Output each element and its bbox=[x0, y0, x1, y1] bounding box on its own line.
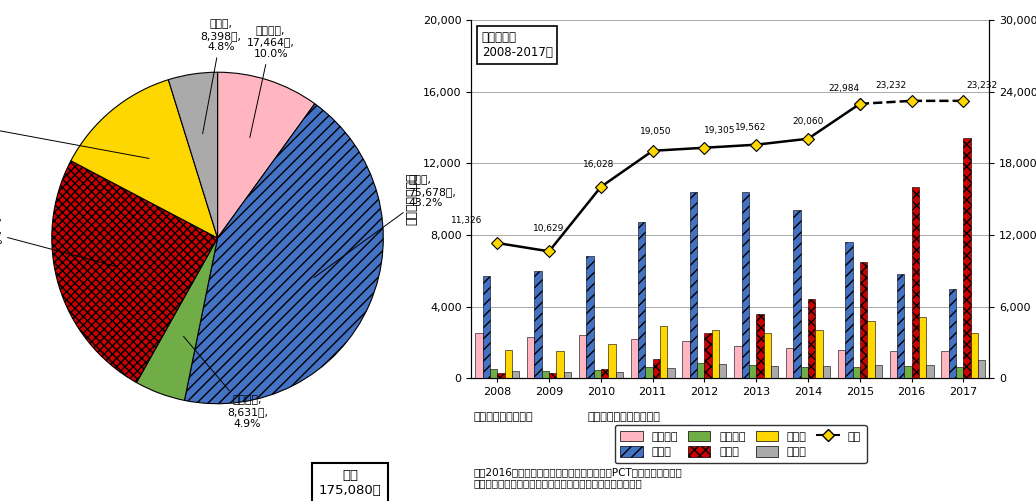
Text: 20,060: 20,060 bbox=[793, 117, 824, 126]
Bar bbox=[505, 350, 512, 378]
Bar bbox=[564, 372, 571, 378]
Bar bbox=[815, 330, 823, 378]
Bar bbox=[542, 371, 549, 378]
Text: 中国籍,
43,041件,
24.6%: 中国籍, 43,041件, 24.6% bbox=[0, 213, 116, 267]
Bar bbox=[867, 321, 874, 378]
Bar bbox=[963, 138, 971, 378]
Bar bbox=[527, 337, 535, 378]
Bar bbox=[874, 365, 882, 378]
Bar bbox=[704, 334, 712, 378]
Bar bbox=[549, 373, 556, 378]
Bar bbox=[823, 366, 830, 378]
Bar bbox=[786, 348, 794, 378]
Text: 出願年（優先権主張年）: 出願年（優先権主張年） bbox=[587, 412, 660, 422]
Bar bbox=[719, 364, 726, 378]
Bar bbox=[631, 339, 638, 378]
Wedge shape bbox=[70, 80, 218, 238]
Text: その他,
8,398件,
4.8%: その他, 8,398件, 4.8% bbox=[200, 19, 241, 134]
Bar bbox=[638, 222, 645, 378]
Text: 11,326: 11,326 bbox=[451, 216, 482, 225]
Bar bbox=[949, 289, 956, 378]
Bar bbox=[735, 346, 742, 378]
Legend: 日本国籍, 米国籍, 欧州国籍, 中国籍, 韓国籍, その他, 合計: 日本国籍, 米国籍, 欧州国籍, 中国籍, 韓国籍, その他, 合計 bbox=[615, 425, 866, 463]
Bar bbox=[615, 372, 623, 378]
Bar bbox=[749, 365, 756, 378]
Y-axis label: ファミリー件数: ファミリー件数 bbox=[406, 173, 419, 225]
Bar bbox=[890, 351, 897, 378]
Text: 23,232: 23,232 bbox=[966, 81, 998, 90]
Text: 注）2016年以降はデータベース収録の遅れ、PCT出願の各国移行の
　　ずれ等で全出願データを反映していない可能性がある。: 注）2016年以降はデータベース収録の遅れ、PCT出願の各国移行の ずれ等で全出… bbox=[473, 467, 682, 488]
Bar bbox=[608, 344, 615, 378]
Bar bbox=[919, 317, 926, 378]
Wedge shape bbox=[184, 104, 383, 404]
Bar bbox=[601, 369, 608, 378]
Bar bbox=[845, 242, 853, 378]
Bar bbox=[483, 276, 490, 378]
Bar bbox=[971, 334, 978, 378]
Bar bbox=[742, 192, 749, 378]
Wedge shape bbox=[218, 72, 315, 238]
Wedge shape bbox=[137, 238, 218, 400]
Bar bbox=[978, 360, 985, 378]
Bar bbox=[490, 369, 497, 378]
Bar bbox=[645, 367, 653, 378]
Bar bbox=[476, 334, 483, 378]
Text: 出願人国籍（地域）: 出願人国籍（地域） bbox=[473, 412, 534, 422]
Text: 優先権主張
2008-2017年: 優先権主張 2008-2017年 bbox=[482, 31, 552, 59]
Text: 19,562: 19,562 bbox=[736, 123, 767, 132]
Bar bbox=[838, 350, 845, 378]
Bar bbox=[801, 367, 808, 378]
Text: 10,629: 10,629 bbox=[534, 224, 565, 233]
Bar bbox=[690, 192, 697, 378]
Bar bbox=[912, 186, 919, 378]
Bar bbox=[697, 363, 704, 378]
Bar bbox=[586, 257, 594, 378]
Text: 日本国籍,
17,464件,
10.0%: 日本国籍, 17,464件, 10.0% bbox=[247, 26, 294, 137]
Bar bbox=[579, 335, 586, 378]
Bar bbox=[512, 371, 519, 378]
Bar bbox=[712, 330, 719, 378]
Wedge shape bbox=[52, 161, 218, 383]
Bar bbox=[897, 275, 904, 378]
Bar bbox=[683, 341, 690, 378]
Bar bbox=[853, 367, 860, 378]
Bar bbox=[660, 326, 667, 378]
Bar bbox=[794, 210, 801, 378]
Bar bbox=[556, 351, 564, 378]
Bar bbox=[535, 271, 542, 378]
Bar bbox=[956, 367, 963, 378]
Wedge shape bbox=[169, 72, 218, 238]
Text: 23,232: 23,232 bbox=[875, 81, 906, 90]
Bar bbox=[497, 373, 505, 378]
Bar bbox=[860, 262, 867, 378]
Bar bbox=[667, 368, 674, 378]
Bar bbox=[808, 300, 815, 378]
Text: 22,984: 22,984 bbox=[829, 84, 860, 93]
Bar bbox=[653, 359, 660, 378]
Text: 欧州国籍,
8,631件,
4.9%: 欧州国籍, 8,631件, 4.9% bbox=[183, 337, 268, 429]
Bar bbox=[942, 351, 949, 378]
Bar bbox=[594, 370, 601, 378]
Text: 19,050: 19,050 bbox=[639, 127, 671, 136]
Text: 合計
175,080件: 合計 175,080件 bbox=[319, 469, 381, 497]
Text: 19,305: 19,305 bbox=[704, 126, 736, 135]
Bar bbox=[771, 366, 778, 378]
Bar bbox=[756, 314, 764, 378]
Text: 米国籍,
75,678件,
43.2%: 米国籍, 75,678件, 43.2% bbox=[314, 175, 456, 278]
Bar bbox=[904, 366, 912, 378]
Bar bbox=[926, 365, 933, 378]
Text: 16,028: 16,028 bbox=[582, 160, 614, 169]
Bar bbox=[764, 334, 771, 378]
Text: 韓国籍,
21,868件,
12.5%: 韓国籍, 21,868件, 12.5% bbox=[0, 109, 149, 158]
